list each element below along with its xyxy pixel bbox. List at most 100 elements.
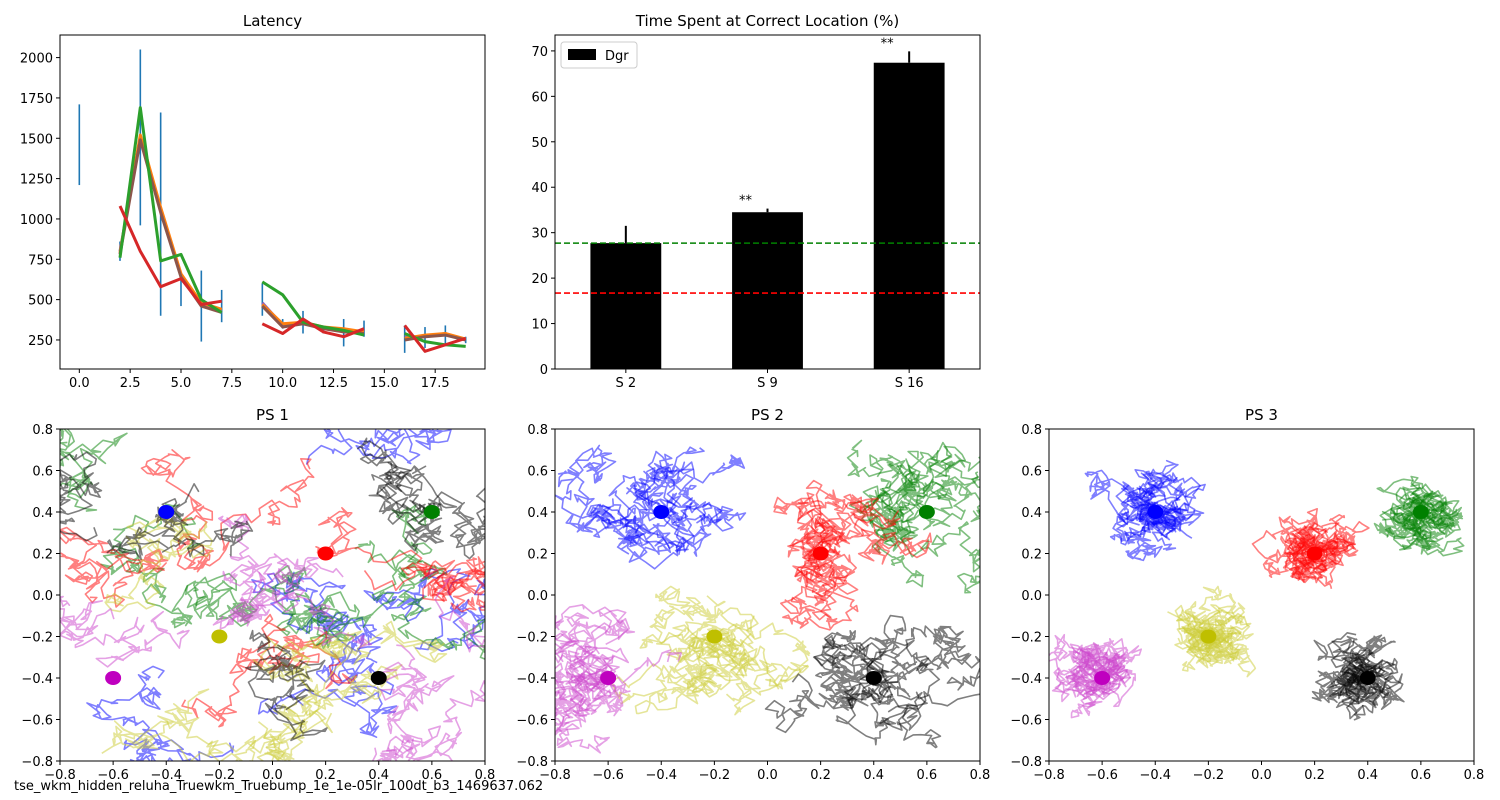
bar-s9 xyxy=(732,212,803,369)
bar-significance-annotation: ** xyxy=(881,36,895,51)
ps2-y-tick-label: 0.8 xyxy=(527,423,548,438)
ps2-trajectory-line xyxy=(555,615,617,699)
latency-y-tick-label: 1750 xyxy=(20,92,53,107)
ps2-trajectory-plot: −0.8 −0.6 −0.4 −0.2 0.0 0.2 0.4 0.6 0.8 −0.8 −0.6 −… xyxy=(516,406,991,783)
ps3-x-tick-label: 0.0 xyxy=(1251,768,1272,783)
ps2-goal-marker xyxy=(812,546,829,561)
latency-series-line xyxy=(118,138,223,314)
ps3-y-tick-label: −0.6 xyxy=(1010,714,1042,729)
ps3-title: PS 3 xyxy=(1245,406,1278,424)
bar-x-tick-label: S 9 xyxy=(757,376,778,391)
bar-y-tick-label: 50 xyxy=(531,136,548,151)
ps3-x-tick-label: 0.6 xyxy=(1411,768,1432,783)
ps3-goal-marker xyxy=(1200,629,1217,644)
ps3-x-tick-label: −0.6 xyxy=(1086,768,1118,783)
ps1-x-tick-label: −0.8 xyxy=(44,768,76,783)
latency-axes-frame xyxy=(59,34,486,370)
ps1-trajectory-line xyxy=(305,429,452,465)
ps3-goal-marker xyxy=(1412,505,1429,519)
ps2-trajectory-line xyxy=(779,515,853,619)
ps1-trajectory-line xyxy=(390,504,485,661)
ps1-trajectory-line xyxy=(252,620,448,695)
ps1-trajectory-line xyxy=(86,665,235,761)
ps1-trajectory-line xyxy=(245,629,328,742)
ps2-trajectory-line xyxy=(555,670,631,736)
ps2-trajectory-line xyxy=(856,454,929,547)
latency-chart: 0.0 2.5 5.0 7.5 10.0 12.5 15.0 17.5 250 500 750 100… xyxy=(20,12,486,391)
ps1-trajectory-line xyxy=(315,506,485,611)
ps2-x-tick-label: −0.4 xyxy=(645,768,677,783)
ps1-x-tick-label: 0.8 xyxy=(475,768,496,783)
bar-legend-frame xyxy=(560,41,638,69)
bar-axes-frame xyxy=(554,34,981,370)
ps1-trajectory-line xyxy=(60,429,128,512)
latency-y-tick-label: 2000 xyxy=(20,52,53,67)
bar-y-tick-label: 0 xyxy=(540,363,548,378)
ps1-goal-marker xyxy=(370,671,387,685)
ps3-y-tick-label: 0.8 xyxy=(1021,423,1042,438)
latency-y-tick-label: 750 xyxy=(28,253,53,268)
latency-x-tick-label: 7.5 xyxy=(221,376,242,391)
ps3-x-tick-label: 0.4 xyxy=(1357,768,1378,783)
ps2-axes-frame xyxy=(554,428,981,762)
bar-y-tick-label: 40 xyxy=(531,181,548,196)
ps2-goal-marker xyxy=(706,629,723,644)
ps3-y-tick-label: 0.2 xyxy=(1021,548,1042,563)
ps2-trajectory-line xyxy=(884,625,980,707)
ps3-trajectory-line xyxy=(1329,659,1403,720)
ps2-y-tick-label: 0.4 xyxy=(527,506,548,521)
ps1-trajectory-line xyxy=(140,449,315,573)
bar-significance-annotation: ** xyxy=(739,194,753,209)
ps2-trajectory-line xyxy=(862,445,967,588)
ps1-trajectory-line xyxy=(60,595,190,668)
latency-y-tick-label: 250 xyxy=(28,334,53,349)
ps2-x-tick-label: −0.6 xyxy=(592,768,624,783)
latency-x-tick-label: 17.5 xyxy=(421,376,450,391)
ps1-goal-marker xyxy=(317,546,334,561)
ps1-y-tick-label: 0.6 xyxy=(32,465,53,480)
ps1-y-tick-label: 0.0 xyxy=(32,589,53,604)
bar-title: Time Spent at Correct Location (%) xyxy=(635,12,899,30)
ps1-trajectory-line xyxy=(363,556,485,613)
latency-x-tick-label: 12.5 xyxy=(319,376,348,391)
ps2-trajectory-line xyxy=(805,479,933,565)
footer-caption: tse_wkm_hidden_reluha_Truewkm_Truebump_1… xyxy=(14,779,544,794)
ps3-y-tick-label: 0.0 xyxy=(1021,589,1042,604)
ps3-trajectory-line xyxy=(1109,476,1206,551)
ps2-trajectory-line xyxy=(555,665,612,754)
ps1-x-tick-label: −0.2 xyxy=(204,768,236,783)
ps2-goal-marker xyxy=(653,505,670,519)
ps3-axes-frame xyxy=(1048,428,1475,762)
ps2-trajectories xyxy=(555,439,980,754)
ps2-goal-marker xyxy=(918,505,935,519)
ps2-trajectory-line xyxy=(639,585,737,654)
ps2-y-tick-label: 0.0 xyxy=(527,589,548,604)
ps3-trajectory-line xyxy=(1311,663,1384,704)
latency-series-line xyxy=(118,205,222,306)
latency-series-line xyxy=(403,324,467,353)
ps1-y-tick-label: −0.8 xyxy=(21,755,53,770)
latency-y-tick-label: 1250 xyxy=(20,173,53,188)
ps2-x-tick-label: 0.8 xyxy=(970,768,991,783)
bar-y-tick-label: 20 xyxy=(531,272,548,287)
ps2-trajectory-line xyxy=(686,645,809,716)
ps1-trajectory-line xyxy=(181,613,358,728)
ps1-goal-marker xyxy=(105,671,122,685)
bar-y-tick-label: 60 xyxy=(531,90,548,105)
ps2-x-tick-label: 0.0 xyxy=(757,768,778,783)
ps2-x-tick-label: 0.6 xyxy=(917,768,938,783)
ps1-title: PS 1 xyxy=(256,406,289,424)
ps1-goal-marker xyxy=(423,505,440,519)
bar-legend-label: Dgr xyxy=(605,49,629,64)
ps2-goal-marker xyxy=(865,671,882,685)
latency-x-tick-label: 5.0 xyxy=(171,376,192,391)
ps3-y-tick-label: −0.4 xyxy=(1010,672,1042,687)
bar-y-tick-label: 10 xyxy=(531,318,548,333)
ps1-trajectory-line xyxy=(106,482,254,560)
ps2-x-tick-label: 0.2 xyxy=(810,768,831,783)
latency-x-tick-label: 10.0 xyxy=(268,376,297,391)
bar-x-tick-label: S 2 xyxy=(616,376,637,391)
ps1-trajectory-line xyxy=(60,526,169,608)
ps3-y-tick-label: −0.2 xyxy=(1010,631,1042,646)
ps3-trajectory-line xyxy=(1287,513,1370,589)
